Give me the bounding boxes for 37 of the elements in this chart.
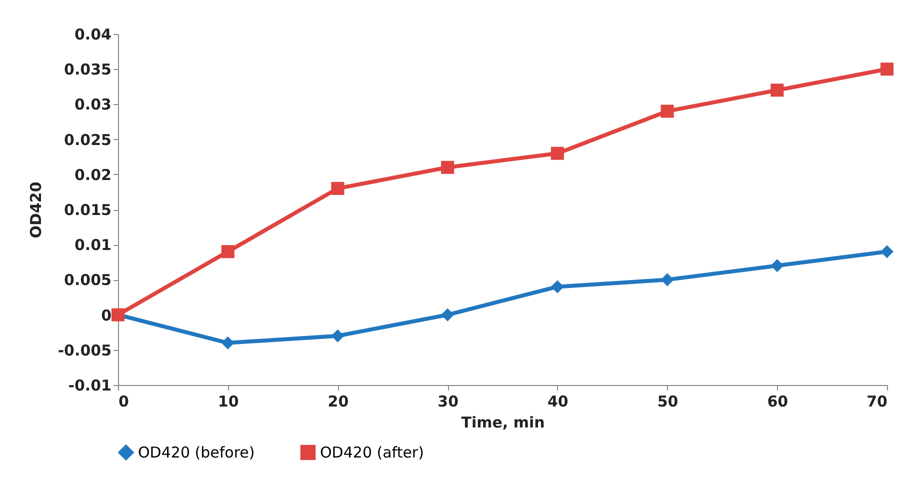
point [550, 280, 564, 294]
y-tick-label: -0.005 [58, 341, 112, 360]
x-tick-label: 20 [328, 392, 349, 410]
point [441, 308, 454, 322]
x-tick-label: 50 [657, 392, 678, 410]
point [331, 329, 344, 342]
y-tick-label: 0.035 [64, 60, 112, 79]
point [880, 62, 894, 76]
x-tick-label: 10 [218, 392, 239, 410]
x-tick-label: 0 [118, 392, 129, 410]
y-tick-label: 0.04 [74, 26, 112, 44]
point [660, 104, 674, 118]
y-tick-label: 0.02 [74, 166, 112, 184]
y-tick-label: -0.01 [68, 376, 112, 394]
y-tick-label: 0.03 [74, 96, 112, 114]
point [221, 245, 234, 258]
point [770, 259, 784, 272]
point [550, 146, 564, 160]
x-axis-title: Time, min [461, 414, 545, 432]
y-tick-label: 0 [101, 306, 112, 324]
x-tick-label: 30 [438, 392, 459, 410]
point [441, 160, 454, 174]
y-tick-label: 0.025 [64, 130, 112, 149]
y-tick-label: 0.015 [64, 201, 112, 219]
point [770, 84, 784, 97]
legend-label: OD420 (after) [320, 443, 424, 462]
legend-label: OD420 (before) [138, 443, 255, 462]
y-tick-label: 0.01 [74, 236, 112, 254]
point [660, 273, 674, 286]
x-tick-label: 40 [547, 392, 568, 410]
point [221, 336, 234, 350]
y-axis-title: OD420 [26, 182, 45, 238]
point [880, 245, 894, 258]
y-tick-label: 0.005 [64, 271, 112, 290]
point [331, 182, 344, 195]
x-tick-label: 60 [767, 392, 788, 410]
x-tick-label: 70 [866, 392, 888, 410]
